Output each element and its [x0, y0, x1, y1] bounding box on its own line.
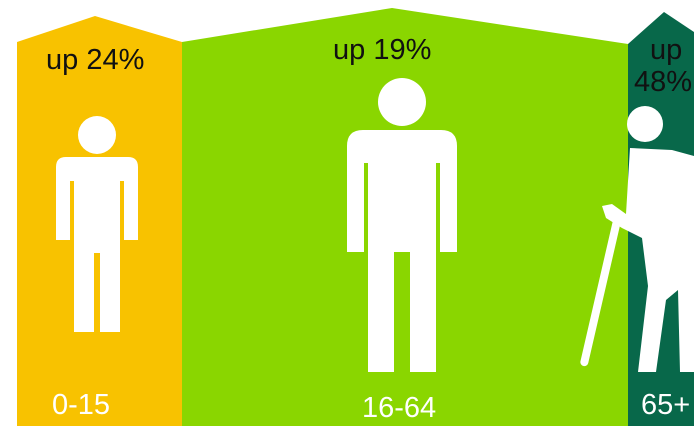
children-change-label: up 24%	[46, 44, 145, 76]
elderly-change-label-line1: up	[650, 34, 683, 66]
adult-figure-icon	[347, 78, 457, 372]
working-age-age-label: 16-64	[362, 392, 437, 424]
working-age-change-label: up 19%	[333, 34, 432, 66]
elderly-figure-icon	[580, 106, 694, 372]
elderly-change-label-line2: 48%	[634, 66, 693, 98]
cane-icon	[580, 213, 622, 367]
child-figure-icon	[56, 116, 138, 332]
elderly-age-label: 65+	[641, 389, 691, 421]
children-age-label: 0-15	[52, 389, 111, 421]
